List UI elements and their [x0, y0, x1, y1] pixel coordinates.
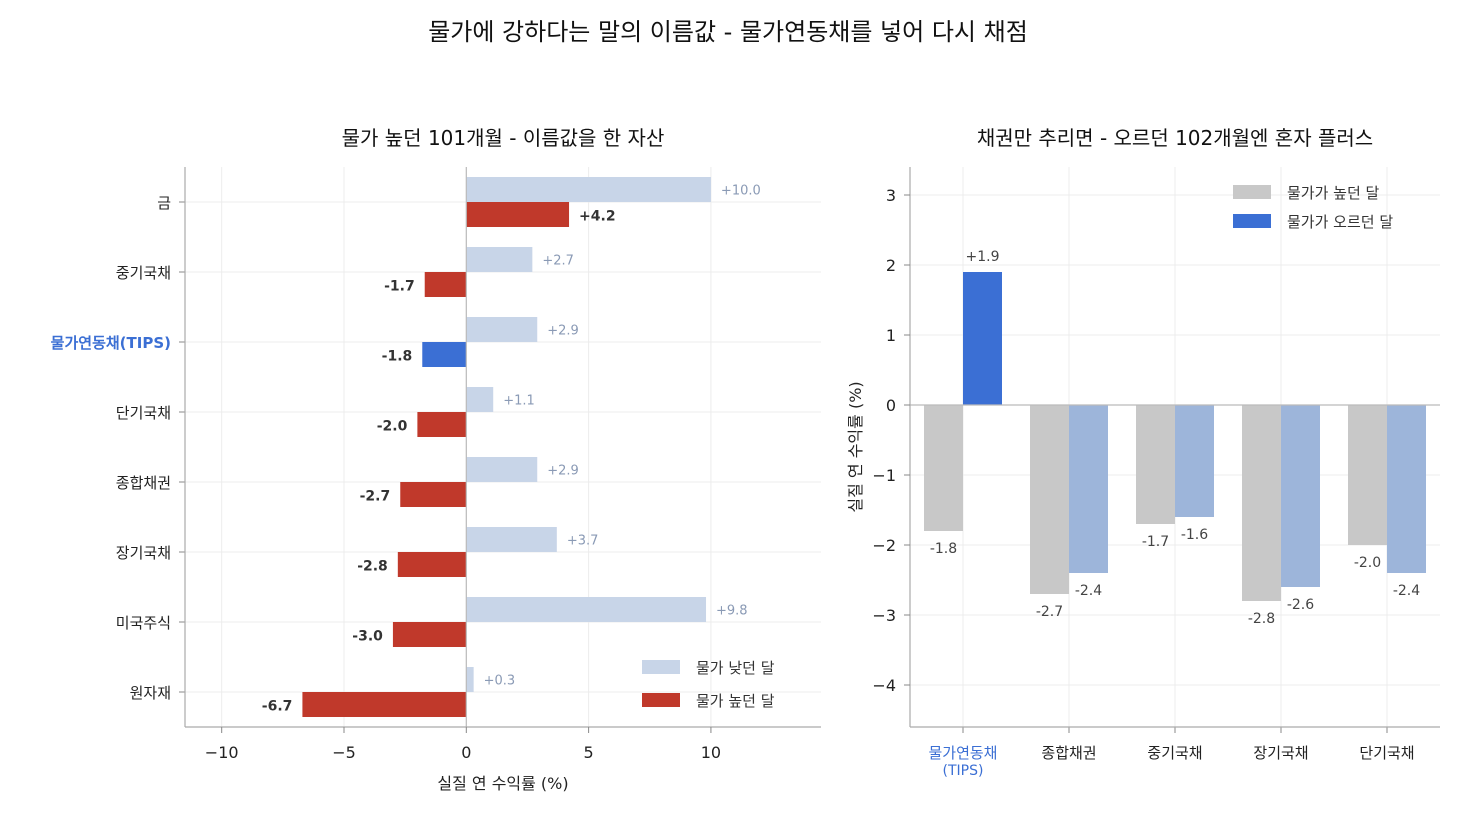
left-value-label-high: -1.8 — [382, 349, 413, 365]
left-value-label-low: +2.7 — [542, 254, 574, 269]
left-category-label: 미국주식 — [116, 614, 171, 632]
right-value-label-a: -1.8 — [930, 541, 957, 557]
right-value-label-b: -1.6 — [1181, 527, 1208, 543]
right-value-label-b: -2.6 — [1287, 597, 1314, 613]
left-x-tick-label: −5 — [332, 743, 356, 762]
left-value-label-low: +1.1 — [503, 394, 535, 409]
left-value-label-low: +2.9 — [547, 324, 579, 339]
left-value-label-high: -3.0 — [352, 629, 383, 645]
right-bar-high-inflation — [1030, 405, 1069, 594]
right-y-tick-label: 0 — [886, 396, 896, 415]
left-category-label: 원자재 — [130, 684, 171, 702]
right-y-tick-label: −1 — [872, 466, 896, 485]
left-value-label-high: -1.7 — [384, 279, 415, 295]
left-bar-low-inflation — [466, 527, 557, 552]
right-legend-swatch-a — [1233, 185, 1271, 199]
left-category-label: 금 — [157, 194, 171, 212]
left-category-label: 종합채권 — [116, 474, 171, 492]
left-bar-high-inflation — [302, 692, 467, 717]
right-y-tick-label: 2 — [886, 256, 896, 275]
right-value-label-a: -1.7 — [1142, 534, 1169, 550]
right-category-label: 중기국채 — [1147, 744, 1202, 762]
right-value-label-a: -2.0 — [1354, 555, 1381, 571]
left-bar-high-inflation — [397, 552, 467, 577]
right-y-axis-label: 실질 연 수익률 (%) — [846, 381, 865, 512]
right-bar-rising-inflation — [1069, 405, 1108, 573]
right-category-label: 장기국채 — [1253, 744, 1308, 762]
left-value-label-low: +9.8 — [716, 604, 748, 619]
right-bar-high-inflation — [1242, 405, 1281, 601]
right-value-label-b: -2.4 — [1393, 583, 1420, 599]
right-legend-label-a: 물가가 높던 달 — [1287, 184, 1380, 202]
left-value-label-high: -6.7 — [262, 699, 293, 715]
left-value-label-high: -2.0 — [377, 419, 408, 435]
left-bar-high-inflation — [466, 202, 570, 227]
right-bar-high-inflation — [1348, 405, 1387, 545]
right-y-tick-label: −4 — [872, 676, 896, 695]
right-value-label-a: -2.7 — [1036, 604, 1063, 620]
left-value-label-high: -2.7 — [360, 489, 391, 505]
left-bar-high-inflation — [424, 272, 467, 297]
right-bar-rising-inflation — [1281, 405, 1320, 587]
left-category-label: 단기국채 — [116, 404, 171, 422]
right-legend-swatch-b — [1233, 214, 1271, 228]
left-chart: +10.0 +4.2 금 +2.7 -1.7 중기국채 +2.9 -1.8 물가연동채(TIPS… — [51, 167, 821, 762]
left-bar-low-inflation — [466, 387, 494, 412]
figure-title: 물가에 강하다는 말의 이름값 - 물가연동채를 넣어 다시 채점 — [428, 18, 1028, 46]
left-chart-title: 물가 높던 101개월 - 이름값을 한 자산 — [342, 126, 665, 150]
left-value-label-low: +10.0 — [721, 184, 761, 199]
left-x-axis-label: 실질 연 수익률 (%) — [437, 774, 568, 793]
left-bar-low-inflation — [466, 597, 707, 622]
right-bar-rising-inflation — [1387, 405, 1426, 573]
right-legend-label-b: 물가가 오르던 달 — [1287, 213, 1393, 231]
right-y-tick-label: −3 — [872, 606, 896, 625]
right-y-tick-label: 3 — [886, 186, 896, 205]
right-bar-rising-inflation — [1175, 405, 1214, 517]
left-category-label: 장기국채 — [116, 544, 171, 562]
left-legend-swatch-high — [642, 693, 680, 707]
left-category-label: 중기국채 — [116, 264, 171, 282]
left-x-tick-label: 0 — [461, 743, 471, 762]
left-legend-label-high: 물가 높던 달 — [696, 692, 775, 710]
left-bar-high-inflation — [392, 622, 467, 647]
left-value-label-low: +2.9 — [547, 464, 579, 479]
left-x-tick-label: −10 — [205, 743, 239, 762]
left-bar-high-inflation — [422, 342, 467, 367]
right-category-label: 종합채권 — [1041, 744, 1096, 762]
left-category-label: 물가연동채(TIPS) — [51, 334, 171, 352]
left-value-label-high: +4.2 — [579, 209, 616, 225]
right-category-label: 단기국채 — [1359, 744, 1414, 762]
left-value-label-high: -2.8 — [357, 559, 388, 575]
right-bar-high-inflation — [924, 405, 963, 531]
left-bar-low-inflation — [466, 667, 474, 692]
right-category-label: 물가연동채 (TIPS) — [928, 744, 997, 779]
right-value-label-b: +1.9 — [966, 249, 1000, 265]
left-bar-high-inflation — [417, 412, 467, 437]
left-x-tick-label: 10 — [701, 743, 721, 762]
right-y-tick-label: −2 — [872, 536, 896, 555]
left-legend-swatch-low — [642, 660, 680, 674]
right-bar-high-inflation — [1136, 405, 1175, 524]
left-bar-low-inflation — [466, 177, 711, 202]
right-chart: -1.8 +1.9 물가연동채 (TIPS) -2.7 -2.4 종합채권 -1.7 -1.6 중… — [872, 167, 1440, 779]
right-bar-rising-inflation — [963, 272, 1002, 405]
right-value-label-b: -2.4 — [1075, 583, 1102, 599]
left-bar-low-inflation — [466, 247, 533, 272]
left-bar-low-inflation — [466, 317, 538, 342]
left-value-label-low: +3.7 — [567, 534, 599, 549]
left-value-label-low: +0.3 — [484, 674, 516, 689]
right-y-tick-label: 1 — [886, 326, 896, 345]
left-legend-label-low: 물가 낮던 달 — [696, 659, 775, 677]
right-chart-title: 채권만 추리면 - 오르던 102개월엔 혼자 플러스 — [977, 126, 1373, 150]
left-bar-low-inflation — [466, 457, 538, 482]
right-value-label-a: -2.8 — [1248, 611, 1275, 627]
left-x-tick-label: 5 — [584, 743, 594, 762]
left-bar-high-inflation — [400, 482, 467, 507]
